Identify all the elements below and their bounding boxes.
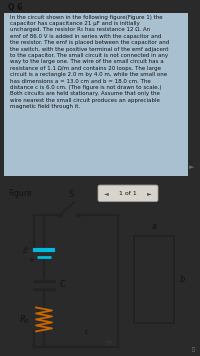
Text: b: b [180, 275, 185, 284]
Text: In the circuit shown in the following figure(Figure 1) the
capacitor has capacit: In the circuit shown in the following fi… [10, 15, 169, 109]
Text: c: c [85, 329, 89, 335]
FancyBboxPatch shape [4, 13, 188, 176]
Text: 1 of 1: 1 of 1 [119, 191, 137, 196]
Text: +: + [28, 257, 34, 263]
FancyBboxPatch shape [98, 185, 158, 201]
Bar [134, 236, 174, 323]
Text: Q 6: Q 6 [8, 3, 22, 12]
Text: $\mathcal{E}$: $\mathcal{E}$ [22, 245, 30, 255]
Text: ◄: ◄ [104, 191, 109, 196]
Text: C: C [59, 281, 65, 289]
Text: a: a [151, 222, 157, 231]
Text: $R_0$: $R_0$ [19, 313, 31, 326]
Text: ►: ► [147, 191, 152, 196]
Text: Figure: Figure [8, 189, 32, 198]
Text: S: S [69, 190, 73, 199]
Text: ▯: ▯ [191, 347, 194, 352]
Text: ►: ► [189, 164, 194, 170]
